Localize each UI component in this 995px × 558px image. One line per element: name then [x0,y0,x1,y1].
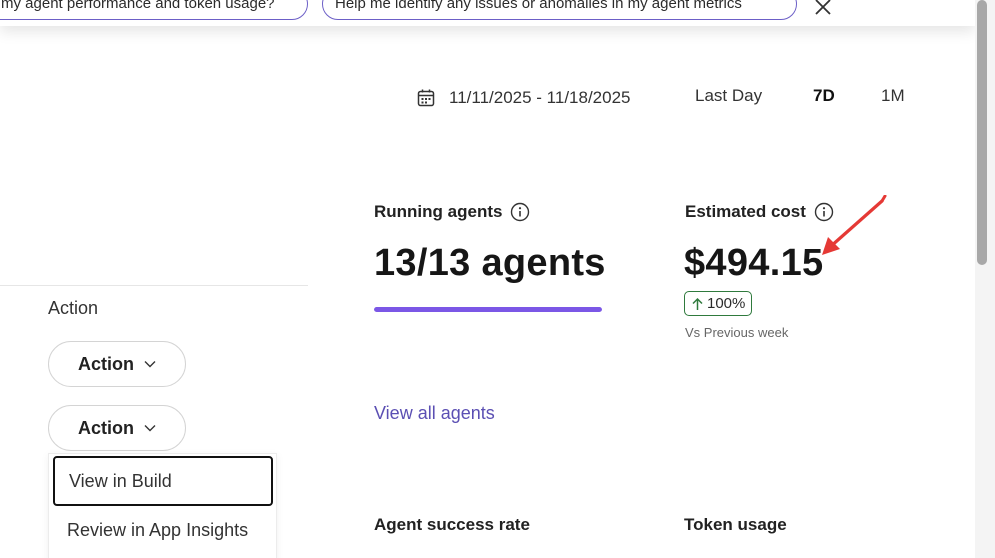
info-icon[interactable] [510,202,530,222]
action-button-label: Action [78,417,134,438]
comparison-text: Vs Previous week [685,325,789,340]
scrollbar-thumb[interactable] [977,0,987,265]
suggestion-chip-performance[interactable]: my agent performance and token usage? [0,0,308,20]
range-7d-button[interactable]: 7D [813,86,835,105]
token-usage-title: Token usage [684,515,787,534]
running-agents-label: Running agents [374,202,530,222]
estimated-cost-value: $494.15 [684,242,824,284]
calendar-icon [417,89,435,107]
action-dropdown-menu: View in Build Review in App Insights [48,453,277,558]
cost-delta-badge: 100% [684,291,753,316]
suggestion-chip-label: my agent performance and token usage? [1,0,275,12]
running-agents-label-text: Running agents [374,202,503,221]
agent-success-rate-title: Agent success rate [374,515,530,534]
running-agents-progress-bar [374,307,602,312]
menu-item-view-in-build[interactable]: View in Build [53,456,273,506]
running-agents-progress-fill [374,307,602,312]
cost-delta-value: 100% [707,294,746,312]
running-agents-value: 13/13 agents [374,242,606,284]
range-last-day-button[interactable]: Last Day [695,86,763,105]
annotation-arrow-icon [822,195,887,255]
chevron-down-icon [144,425,156,432]
divider [0,285,308,286]
date-range-picker[interactable]: 11/11/2025 - 11/18/2025 [416,86,631,110]
view-all-agents-link[interactable]: View all agents [374,403,495,423]
close-icon[interactable] [812,0,834,18]
action-dropdown-button-open[interactable]: Action [48,405,186,451]
suggestion-chip-label: Help me identify any issues or anomalies… [335,0,742,12]
menu-item-review-in-app-insights[interactable]: Review in App Insights [67,519,249,540]
info-icon[interactable] [814,202,834,222]
date-range-text: 11/11/2025 - 11/18/2025 [449,88,631,107]
scrollbar-track[interactable] [975,0,995,558]
arrow-up-icon [692,297,703,310]
chevron-down-icon [144,361,156,368]
action-column-heading: Action [48,298,99,318]
estimated-cost-label-text: Estimated cost [685,202,806,221]
suggestion-bar: my agent performance and token usage? He… [0,0,975,26]
suggestion-chip-anomalies[interactable]: Help me identify any issues or anomalies… [322,0,797,20]
estimated-cost-label: Estimated cost [685,202,834,222]
action-button-label: Action [78,353,134,374]
action-dropdown-button[interactable]: Action [48,341,186,387]
range-1m-button[interactable]: 1M [881,86,905,105]
